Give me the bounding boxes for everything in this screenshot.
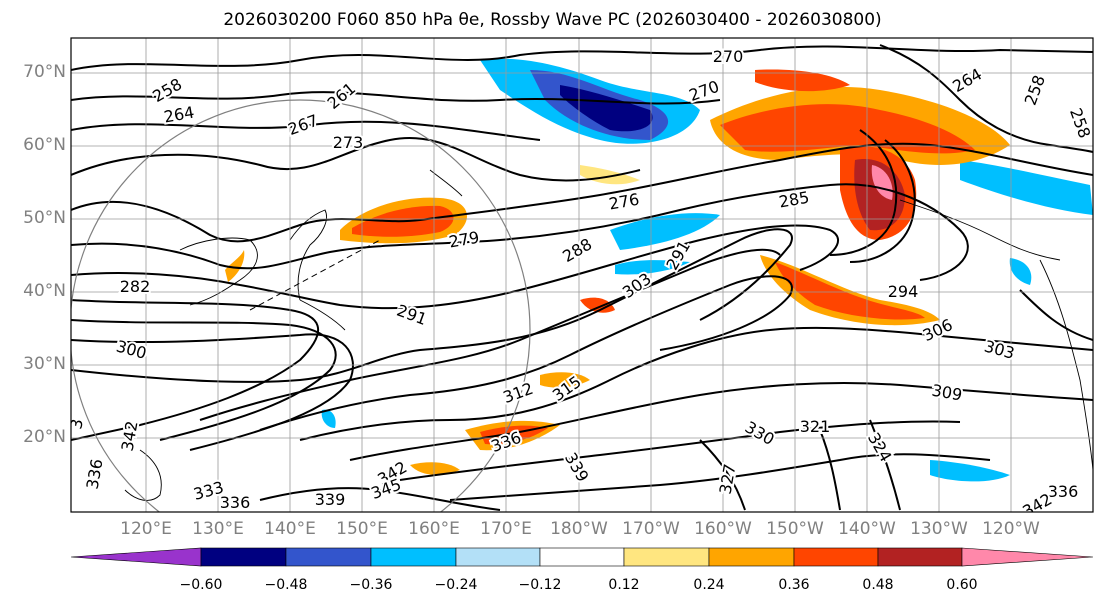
lat-label: 60°N (23, 135, 66, 155)
contour-label: 282 (120, 277, 151, 296)
colorbar-segment (623, 547, 710, 567)
lon-label: 150°W (766, 519, 824, 539)
contour-label: 336 (83, 457, 107, 490)
colorbar-tick-label: 0.36 (778, 577, 810, 593)
lat-label: 30°N (23, 354, 66, 374)
contour-label-halo: 336 (220, 493, 251, 512)
contour-label-halo: 282 (120, 277, 151, 296)
lon-label: 120°E (120, 519, 172, 539)
contour-label: 300 (114, 337, 148, 363)
lon-label: 170°W (622, 519, 680, 539)
colorbar-segment (285, 547, 372, 567)
colorbar-segment (70, 547, 202, 567)
contour-label-halo: 342 (118, 419, 142, 452)
colorbar-segment (539, 547, 625, 567)
contour-label: 294 (888, 282, 919, 301)
contour-label: 330 (742, 417, 778, 449)
contour-label: 336 (1048, 482, 1079, 501)
lon-label: 180°W (550, 519, 608, 539)
colorbar-tick-label: 0.12 (608, 577, 640, 593)
map-frame (70, 37, 1094, 513)
contour-label: 345 (369, 475, 404, 503)
colorbar-segment (877, 547, 963, 567)
contour-label: 291 (394, 301, 429, 329)
contour-label-halo: 336 (1048, 482, 1079, 501)
colorbar-tick-label: −0.24 (434, 577, 478, 593)
contour-label: 270 (713, 47, 744, 66)
lat-label: 50°N (23, 208, 66, 228)
lat-label: 70°N (23, 62, 66, 82)
lon-label: 160°E (408, 519, 460, 539)
colorbar-tick-label: −0.12 (518, 577, 562, 593)
lon-label: 140°W (838, 519, 896, 539)
contour-label-halo: 273 (333, 133, 364, 152)
contour-label: 342 (118, 419, 142, 452)
colorbar-segment (961, 547, 1094, 567)
contour-label: 267 (286, 111, 321, 139)
contour-label: 261 (324, 79, 360, 113)
colorbar (70, 547, 1094, 567)
colorbar-segment (455, 547, 541, 567)
contour-label: 285 (777, 188, 810, 212)
colorbar-segment (200, 547, 287, 567)
dashed-track (249, 239, 381, 311)
colorbar-segment (708, 547, 795, 567)
contour-label-halo: 339 (315, 490, 346, 509)
range-circle (71, 99, 531, 512)
colorbar-tick-label: −0.36 (349, 577, 393, 593)
colorbar-tick-label: 0.24 (693, 577, 725, 593)
contour-label: 309 (930, 381, 963, 405)
colorbar-tick-label: −0.48 (264, 577, 308, 593)
contour-label: 303 (982, 337, 1016, 363)
lon-label: 130°W (910, 519, 968, 539)
contour-label-halo: 321 (800, 417, 831, 436)
colorbar-segment (793, 547, 879, 567)
lon-label: 130°E (192, 519, 244, 539)
lon-label: 150°E (336, 519, 388, 539)
contour-label: 324 (864, 429, 896, 465)
contour-label: 339 (315, 490, 346, 509)
lon-label: 140°E (264, 519, 316, 539)
contour-label: 273 (333, 133, 364, 152)
contour-label: 321 (800, 417, 831, 436)
colorbar-segment (370, 547, 457, 567)
contour-label: 288 (559, 234, 595, 266)
contour-label: 258 (1066, 106, 1094, 141)
contour-label: 336 (220, 493, 251, 512)
contour-label: 327 (716, 462, 740, 495)
contour-label: 276 (607, 190, 640, 214)
colorbar-tick-label: 0.48 (862, 577, 894, 593)
colorbar-tick-label: −0.60 (179, 577, 223, 593)
lat-lon-grid (71, 38, 1093, 512)
lat-label: 40°N (23, 281, 66, 301)
colorbar-tick-label: 0.60 (946, 577, 978, 593)
lon-label: 120°W (982, 519, 1040, 539)
contour-label: 264 (949, 64, 985, 96)
contour-label: 3 (66, 417, 86, 430)
contour-label: 258 (1021, 73, 1049, 108)
contour-label: 279 (447, 228, 480, 252)
contour-label-halo: 294 (888, 282, 919, 301)
contour-label: 339 (561, 449, 593, 485)
contour-label: 258 (149, 74, 185, 106)
lat-label: 20°N (23, 427, 66, 447)
contour-label-halo: 270 (713, 47, 744, 66)
contour-label: 264 (162, 103, 195, 127)
lon-label: 160°W (694, 519, 752, 539)
figure-title: 2026030200 F060 850 hPa θe, Rossby Wave … (223, 10, 882, 30)
lon-label: 170°E (480, 519, 532, 539)
